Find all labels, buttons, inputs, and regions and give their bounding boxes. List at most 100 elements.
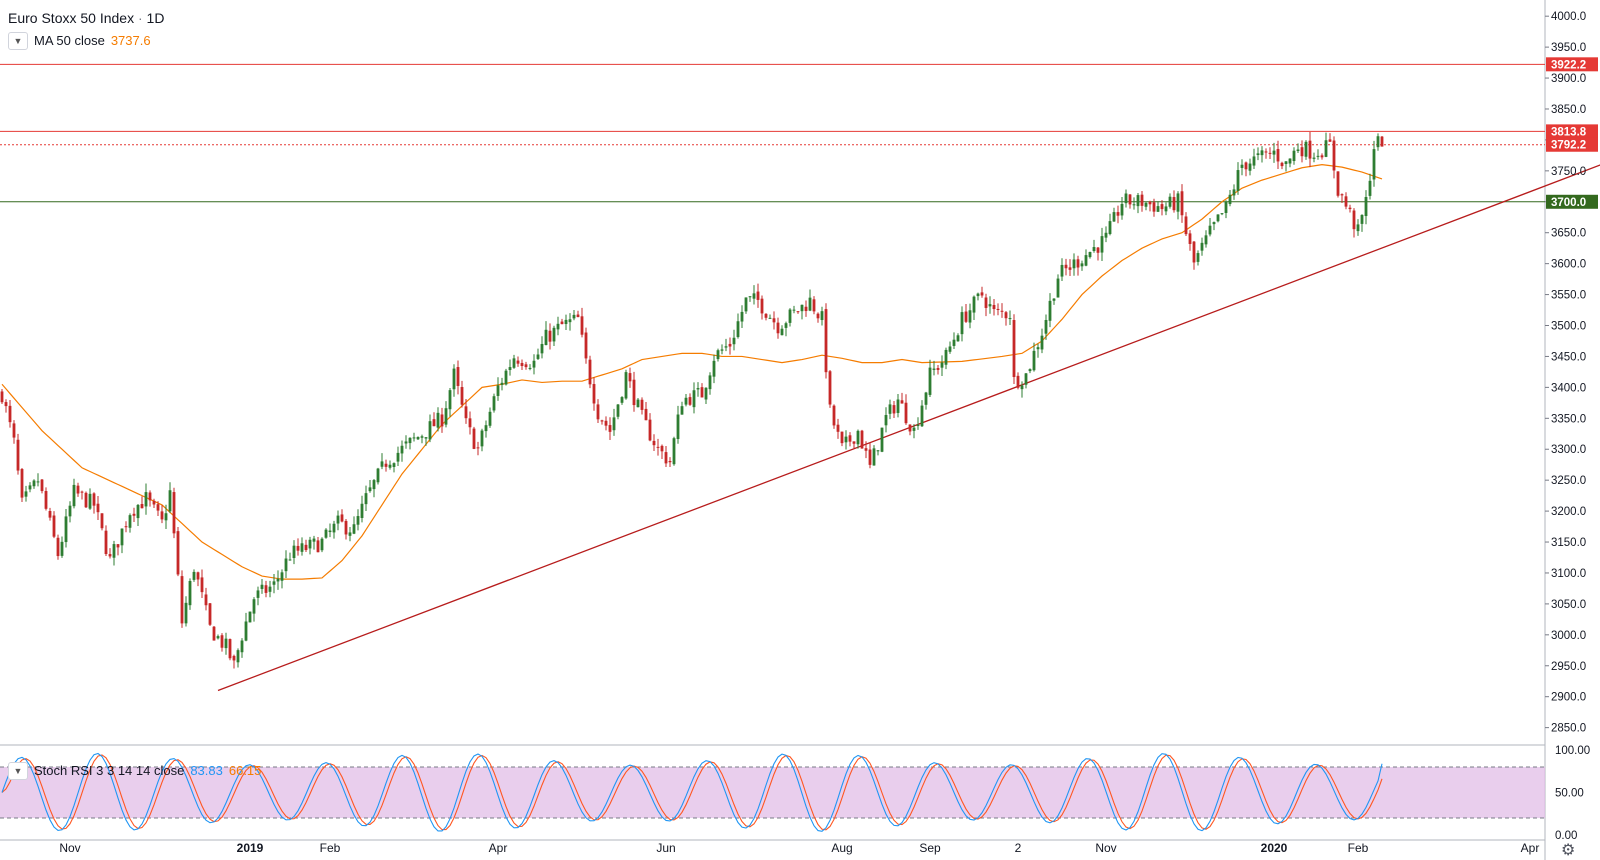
- candle-body: [800, 304, 804, 312]
- x-tick-label: Feb: [1348, 841, 1369, 855]
- candle-body: [468, 418, 472, 428]
- candle-body: [936, 368, 940, 370]
- candle-body: [56, 537, 60, 557]
- y-tick-label: 2850.0: [1551, 723, 1586, 735]
- candle-body: [688, 397, 692, 405]
- y-tick-label: 3300.0: [1551, 444, 1586, 456]
- price-tag-bg: [1546, 124, 1598, 139]
- candle-body: [1024, 373, 1028, 385]
- candle-body: [840, 431, 844, 444]
- ma-50-line: [1, 164, 1383, 580]
- candle-body: [776, 322, 780, 334]
- candle-body: [608, 425, 612, 432]
- candle-body: [1016, 375, 1020, 388]
- candle-body: [736, 321, 740, 338]
- candle-body: [516, 360, 520, 364]
- candle-body: [1220, 213, 1224, 215]
- candle-body: [284, 558, 288, 572]
- candle-body: [884, 414, 888, 426]
- candle-body: [200, 577, 204, 593]
- candle-body: [1232, 189, 1236, 196]
- candle-body: [836, 424, 840, 432]
- candle-body: [932, 368, 936, 370]
- candle-body: [12, 423, 16, 438]
- candle-body: [564, 319, 568, 325]
- ma-collapse-button[interactable]: ▼: [8, 32, 28, 50]
- candle-body: [1148, 201, 1152, 205]
- candle-body: [888, 404, 892, 414]
- price-tag-bg: [1546, 194, 1598, 209]
- candle-body: [1044, 319, 1048, 334]
- candle-body: [788, 309, 792, 323]
- candle-body: [724, 346, 728, 348]
- candle-body: [1008, 318, 1012, 320]
- candle-body: [1032, 350, 1036, 371]
- title-separator: ·: [137, 10, 147, 26]
- candle-body: [672, 438, 676, 465]
- candle-body: [464, 406, 468, 419]
- candle-body: [816, 313, 820, 319]
- x-tick-label: Nov: [59, 841, 80, 855]
- gear-icon[interactable]: ⚙: [1561, 842, 1576, 859]
- candle-body: [712, 360, 716, 377]
- candle-body: [480, 430, 484, 447]
- chevron-down-icon: ▼: [13, 36, 23, 46]
- candle-body: [552, 327, 556, 342]
- y-tick-label: 3600.0: [1551, 259, 1586, 271]
- y-tick-label: 3350.0: [1551, 413, 1586, 425]
- candle-body: [20, 469, 24, 498]
- candle-body: [896, 399, 900, 413]
- candle-body: [676, 414, 680, 440]
- candle-body: [604, 420, 608, 426]
- candle-body: [972, 296, 976, 313]
- candle-body: [572, 314, 576, 319]
- candle-body: [756, 291, 760, 300]
- candle-body: [1108, 221, 1112, 235]
- candle-body: [440, 414, 444, 427]
- candle-body: [1244, 162, 1248, 170]
- candle-body: [764, 313, 768, 318]
- candle-body: [1264, 151, 1268, 153]
- candle-body: [116, 544, 120, 548]
- candle-body: [1124, 193, 1128, 204]
- ma-label: MA 50 close: [34, 33, 105, 48]
- candle-body: [196, 572, 200, 580]
- candle-body: [1344, 196, 1348, 207]
- candle-body: [1276, 149, 1280, 162]
- candle-body: [824, 309, 828, 373]
- candle-body: [444, 408, 448, 425]
- candle-body: [148, 492, 152, 501]
- candle-body: [1352, 210, 1356, 230]
- stoch-rsi-pane: [0, 752, 1545, 832]
- candle-body: [1036, 347, 1040, 350]
- stoch-rsi-d-value: 66.15: [228, 763, 262, 778]
- candle-body: [1048, 300, 1052, 321]
- candle-body: [240, 640, 244, 653]
- candle-body: [1136, 195, 1140, 207]
- candle-body: [1176, 193, 1180, 212]
- rsi-collapse-button[interactable]: ▼: [8, 762, 28, 780]
- candle-body: [1072, 259, 1076, 269]
- candle-body: [232, 655, 236, 661]
- price-tag-label: 3700.0: [1551, 197, 1586, 209]
- candle-body: [568, 319, 572, 323]
- candle-body: [96, 503, 100, 513]
- candle-body: [1216, 214, 1220, 222]
- candle-body: [8, 405, 12, 423]
- candle-body: [140, 504, 144, 509]
- rsi-y-tick-label: 0.00: [1555, 830, 1577, 842]
- candle-body: [260, 584, 264, 589]
- candle-body: [1096, 247, 1100, 253]
- candle-body: [248, 611, 252, 623]
- stoch-rsi-d-line: [1, 754, 1383, 831]
- candle-body: [256, 590, 260, 598]
- candle-body: [548, 330, 552, 342]
- candle-body: [104, 530, 108, 555]
- symbol-name: Euro Stoxx 50 Index: [8, 10, 135, 26]
- candle-body: [1252, 156, 1256, 166]
- candle-body: [664, 452, 668, 464]
- y-tick-label: 3850.0: [1551, 104, 1586, 116]
- candle-body: [768, 317, 772, 319]
- chevron-down-icon: ▼: [13, 766, 23, 776]
